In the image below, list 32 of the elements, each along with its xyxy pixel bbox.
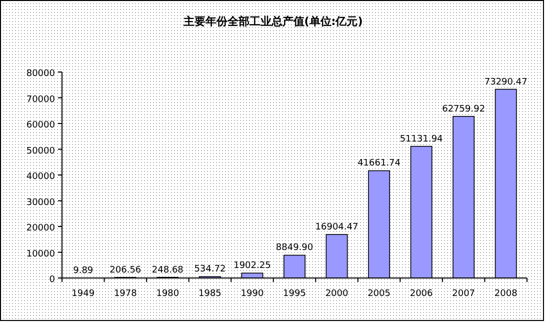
- data-label: 1902.25: [234, 261, 271, 272]
- x-tick-label: 1978: [114, 289, 138, 299]
- x-tick-label: 1985: [198, 289, 222, 299]
- y-tick-label: 50000: [26, 146, 56, 156]
- x-tick-label: 1995: [283, 289, 306, 299]
- y-tick-label: 30000: [26, 198, 56, 208]
- data-label: 206.56: [110, 265, 142, 276]
- x-tick-label: 1980: [156, 289, 180, 299]
- x-tick-label: 2007: [452, 289, 476, 299]
- y-tick-label: 70000: [26, 94, 56, 105]
- data-label: 9.89: [73, 266, 94, 276]
- y-tick-label: 0: [49, 275, 56, 285]
- x-tick-label: 2005: [368, 289, 390, 299]
- x-tick-label: 1990: [240, 289, 264, 299]
- y-tick-label: 40000: [26, 172, 56, 182]
- x-tick-label: 2008: [494, 289, 518, 299]
- data-label: 73290.47: [484, 77, 528, 88]
- data-label: 8849.90: [276, 243, 314, 254]
- data-label: 248.68: [152, 265, 184, 276]
- x-tick-label: 1949: [72, 289, 95, 299]
- y-tick-label: 80000: [26, 69, 56, 79]
- data-label: 62759.92: [442, 104, 486, 114]
- data-label: 41661.74: [358, 158, 401, 169]
- data-label: 16904.47: [315, 222, 358, 232]
- y-tick-label: 20000: [26, 224, 56, 234]
- x-tick-label: 2006: [410, 289, 434, 299]
- y-tick-label: 60000: [26, 120, 56, 130]
- x-tick-label: 2000: [325, 289, 348, 299]
- data-label: 51131.94: [400, 134, 444, 144]
- y-tick-label: 10000: [26, 249, 56, 260]
- chart-title: 主要年份全部工业总产值(单位:亿元): [182, 15, 363, 28]
- data-label: 534.72: [194, 264, 226, 275]
